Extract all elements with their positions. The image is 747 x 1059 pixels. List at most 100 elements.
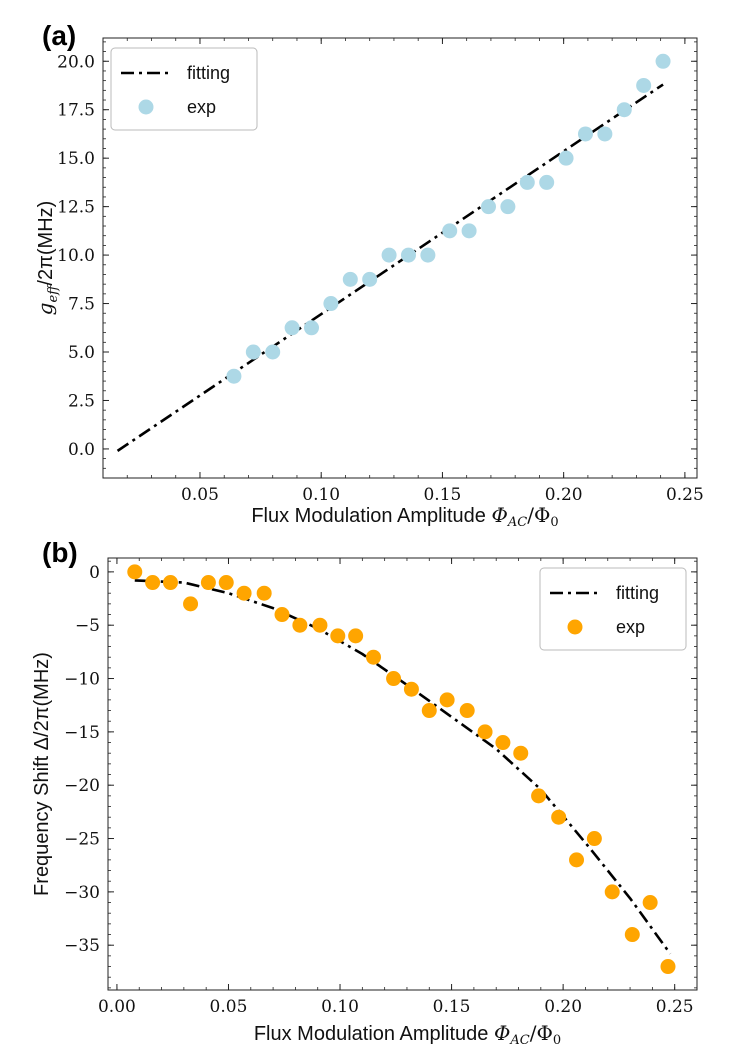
y-tick-label: −30 bbox=[64, 883, 100, 903]
x-tick-label: 0.00 bbox=[98, 997, 136, 1017]
x-axis-label-slash: /Φ bbox=[530, 1021, 553, 1045]
exp-point bbox=[342, 271, 358, 287]
y-tick-label: −10 bbox=[64, 670, 100, 690]
exp-point bbox=[381, 247, 397, 263]
exp-point bbox=[461, 223, 477, 239]
y-tick-label: 7.5 bbox=[68, 295, 95, 315]
x-tick-label: 0.20 bbox=[545, 485, 583, 505]
y-axis-label-main: Frequency Shift Δ/2π(MHz) bbox=[31, 652, 53, 896]
exp-point bbox=[495, 735, 511, 751]
exp-point bbox=[539, 174, 555, 190]
exp-point bbox=[292, 617, 308, 633]
exp-point bbox=[442, 223, 458, 239]
legend-box bbox=[110, 47, 258, 131]
exp-point bbox=[558, 150, 574, 166]
exp-point bbox=[323, 296, 339, 312]
x-tick-label: 0.15 bbox=[433, 997, 471, 1017]
x-axis-label-slash: /Φ bbox=[527, 503, 550, 527]
y-tick-label: 20.0 bbox=[57, 52, 95, 72]
exp-point bbox=[226, 368, 242, 384]
y-axis-label-rest: /2π(MHz) bbox=[35, 201, 57, 286]
exp-point bbox=[577, 126, 593, 142]
y-tick-label: 17.5 bbox=[57, 101, 95, 121]
y-tick-label: 2.5 bbox=[68, 391, 95, 411]
panel-label: (b) bbox=[42, 537, 78, 568]
exp-point bbox=[439, 692, 455, 708]
legend-dot-swatch bbox=[567, 619, 583, 635]
exp-point bbox=[531, 788, 547, 804]
x-axis-label-main: Flux Modulation Amplitude bbox=[251, 505, 491, 527]
x-tick-label: 0.05 bbox=[181, 485, 219, 505]
y-tick-label: 0 bbox=[89, 563, 100, 583]
exp-point bbox=[386, 671, 402, 687]
x-tick-label: 0.20 bbox=[544, 997, 582, 1017]
x-axis-label: Flux Modulation Amplitude ΦAC/Φ0 bbox=[251, 503, 558, 530]
legend-box bbox=[539, 567, 687, 651]
panel-label: (a) bbox=[42, 20, 76, 51]
legend: fitting exp bbox=[110, 47, 258, 131]
exp-point bbox=[477, 724, 493, 740]
x-tick-label: 0.25 bbox=[656, 997, 694, 1017]
legend-dot-swatch bbox=[138, 99, 154, 115]
plot-frame bbox=[107, 557, 698, 991]
y-tick-label: 15.0 bbox=[57, 149, 95, 169]
exp-point bbox=[421, 703, 437, 719]
y-tick-label: −35 bbox=[64, 936, 100, 956]
exp-point bbox=[330, 628, 346, 644]
exp-point bbox=[362, 271, 378, 287]
legend-label: fitting bbox=[187, 63, 230, 83]
exp-point bbox=[459, 703, 475, 719]
exp-point bbox=[365, 649, 381, 665]
exp-point bbox=[183, 596, 199, 612]
y-axis-label: geff/2π(MHz) bbox=[33, 201, 61, 316]
fitting-line bbox=[116, 83, 664, 452]
exp-point bbox=[642, 895, 658, 911]
x-axis-label-sub1: AC bbox=[509, 1033, 529, 1048]
exp-point bbox=[218, 575, 234, 591]
exp-point bbox=[597, 126, 613, 142]
exp-point bbox=[348, 628, 364, 644]
x-axis-label-sub1: AC bbox=[507, 515, 527, 530]
x-axis-label: Flux Modulation Amplitude ΦAC/Φ0 bbox=[254, 1021, 561, 1048]
y-tick-label: 10.0 bbox=[57, 246, 95, 266]
y-tick-label: −20 bbox=[64, 776, 100, 796]
x-axis-label-main: Flux Modulation Amplitude bbox=[254, 1023, 494, 1045]
exp-point bbox=[236, 585, 252, 601]
exp-point bbox=[519, 174, 535, 190]
exp-point bbox=[400, 247, 416, 263]
exp-point bbox=[569, 852, 585, 868]
exp-point bbox=[616, 102, 632, 118]
exp-point bbox=[500, 199, 516, 215]
legend-label: exp bbox=[616, 617, 645, 637]
x-axis-label-phi: Φ bbox=[494, 1021, 510, 1045]
plot-frame bbox=[102, 37, 698, 479]
exp-point bbox=[660, 959, 676, 975]
x-tick-label: 0.25 bbox=[666, 485, 704, 505]
legend-label: fitting bbox=[616, 583, 659, 603]
exp-point bbox=[284, 320, 300, 336]
exp-point bbox=[513, 745, 529, 761]
x-tick-label: 0.05 bbox=[210, 997, 248, 1017]
exp-point bbox=[480, 199, 496, 215]
exp-point bbox=[586, 831, 602, 847]
exp-point bbox=[245, 344, 261, 360]
y-tick-label: 12.5 bbox=[57, 198, 95, 218]
exp-point bbox=[655, 53, 671, 69]
y-tick-label: 0.0 bbox=[68, 440, 95, 460]
y-axis-label: Frequency Shift Δ/2π(MHz) bbox=[31, 652, 53, 896]
y-axis-label-sub: eff bbox=[46, 283, 61, 303]
exp-point bbox=[304, 320, 320, 336]
exp-point bbox=[551, 809, 567, 825]
y-tick-label: −5 bbox=[75, 616, 100, 636]
x-tick-label: 0.15 bbox=[423, 485, 461, 505]
exp-point bbox=[403, 681, 419, 697]
exp-point bbox=[624, 927, 640, 943]
y-tick-label: 5.0 bbox=[68, 343, 95, 363]
x-axis-label-sub2: 0 bbox=[550, 515, 558, 530]
exp-point bbox=[127, 564, 143, 580]
chart-a: (a) 0.05 0.10 0.15 0.20 0.25 0.0 2.5 5.0 7.5 10.0 1… bbox=[33, 20, 704, 530]
x-tick-label: 0.10 bbox=[302, 485, 340, 505]
x-axis-label-sub2: 0 bbox=[553, 1033, 561, 1048]
legend: fitting exp bbox=[539, 567, 687, 651]
